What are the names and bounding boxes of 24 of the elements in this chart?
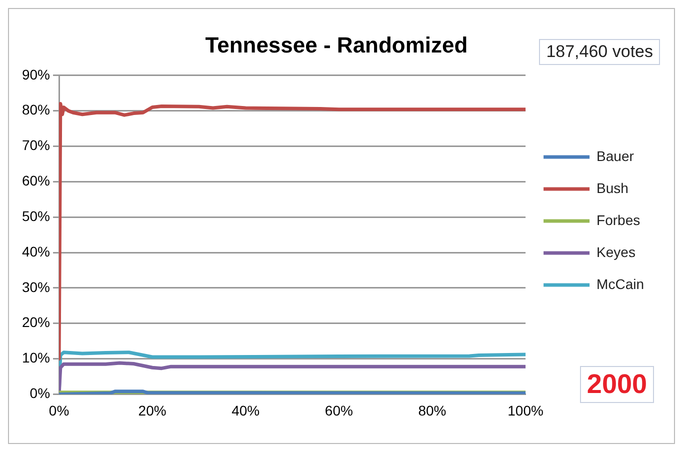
- y-tick-label: 70%: [22, 137, 50, 154]
- legend-label: Keyes: [596, 244, 636, 260]
- x-tick-label: 100%: [508, 402, 544, 418]
- text: 187,460 votes: [539, 39, 660, 65]
- y-tick-label: 20%: [22, 314, 50, 330]
- chart-title: Tennessee - Randomized: [205, 32, 468, 58]
- y-tick-label: 90%: [22, 66, 50, 82]
- y-tick-label: 0%: [30, 385, 50, 402]
- y-tick-label: 40%: [22, 243, 50, 260]
- text: 2000: [580, 366, 654, 403]
- x-tick-label: 40%: [232, 402, 260, 418]
- legend-label: Bush: [596, 180, 628, 196]
- y-tick-label: 80%: [22, 102, 50, 118]
- legend-label: Bauer: [596, 148, 634, 164]
- y-tick-label: 30%: [22, 278, 50, 295]
- y-tick-label: 50%: [22, 208, 50, 224]
- x-tick-label: 20%: [138, 402, 166, 418]
- x-tick-label: 80%: [418, 402, 446, 418]
- y-tick-label: 60%: [22, 172, 50, 189]
- x-tick-label: 0%: [48, 402, 70, 418]
- x-tick-label: 60%: [324, 402, 353, 418]
- legend-label: McCain: [596, 276, 644, 292]
- y-tick-label: 10%: [22, 350, 50, 366]
- legend-label: Forbes: [596, 212, 640, 228]
